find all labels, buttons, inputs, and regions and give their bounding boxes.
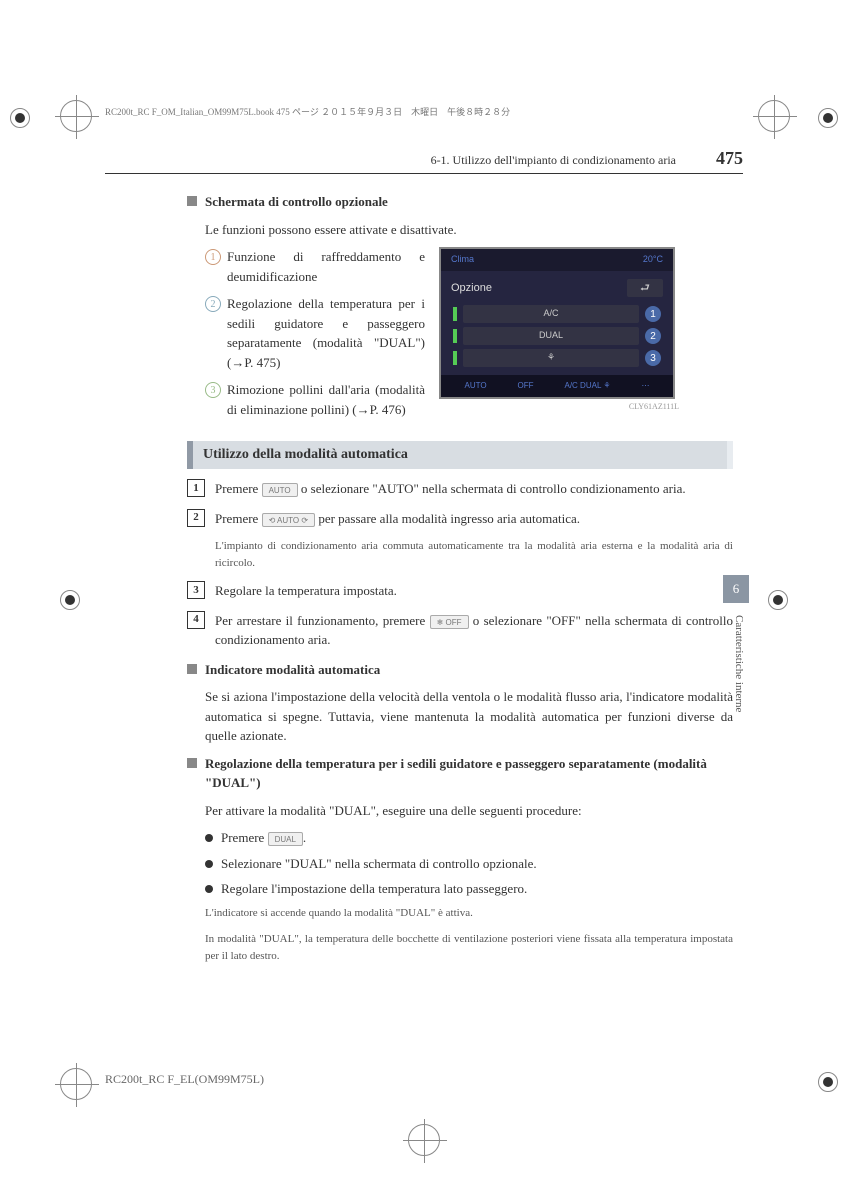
dual-intro: Per attivare la modalità "DUAL", eseguir…	[205, 801, 733, 821]
section-title: 6-1. Utilizzo dell'impianto di condizion…	[431, 153, 676, 168]
opt-item-1: Funzione di raffreddamento e deumidifica…	[227, 247, 425, 286]
callout-3-icon: 3	[645, 350, 661, 366]
crop-mark-bl	[60, 1068, 92, 1100]
indicator-light-icon	[453, 307, 457, 321]
auto-indicator-text: Se si aziona l'impostazione della veloci…	[205, 687, 733, 746]
step-2-note: L'impianto di condizionamento aria commu…	[215, 538, 733, 571]
crop-mark-tr	[818, 108, 838, 128]
callout-2-icon: 2	[645, 328, 661, 344]
step-4-box: 4	[187, 611, 205, 629]
display-screenshot: Clima 20°C Opzione ⮐ A/C 1	[439, 247, 675, 399]
callout-1-icon: 1	[645, 306, 661, 322]
crop-mark-tl-outer	[10, 108, 30, 128]
dual-note-1: L'indicatore si accende quando la modali…	[205, 905, 733, 922]
book-meta-line: RC200t_RC F_OM_Italian_OM99M75L.book 475…	[105, 105, 743, 118]
dual-button-glyph: DUAL	[268, 832, 303, 846]
crop-mark-br	[818, 1072, 838, 1092]
square-bullet-icon	[187, 664, 197, 674]
dual-heading: Regolazione della temperatura per i sedi…	[205, 754, 733, 793]
step-2-text: Premere ⟲ AUTO ⟳ per passare alla modali…	[215, 509, 733, 529]
circled-1-icon: 1	[205, 249, 221, 265]
crop-mark-tr-inner	[758, 100, 790, 132]
step-1-text: Premere AUTO o selezionare "AUTO" nella …	[215, 479, 733, 499]
opt-screen-intro: Le funzioni possono essere attivate e di…	[205, 220, 733, 240]
footer-code: RC200t_RC F_EL(OM99M75L)	[105, 1072, 264, 1087]
bullet-icon	[205, 885, 213, 893]
crop-mark-tl	[60, 100, 92, 132]
screen-caption: CLY61AZ111L	[439, 401, 679, 413]
indicator-light-icon	[453, 329, 457, 343]
crop-mark-bm	[408, 1124, 440, 1156]
step-3-text: Regolare la temperatura impostata.	[215, 581, 733, 601]
screen-bottom-auto: AUTO	[464, 380, 486, 392]
screen-top-label: Clima	[451, 253, 474, 267]
chapter-tab: 6	[723, 575, 749, 603]
bullet-icon	[205, 834, 213, 842]
auto-button-glyph: AUTO	[262, 483, 298, 497]
auto-mode-heading: Utilizzo della modalità automatica	[187, 441, 733, 469]
crop-mark-ml	[60, 590, 80, 610]
step-2-box: 2	[187, 509, 205, 527]
screen-panel-title: Opzione	[451, 280, 492, 297]
more-icon: ⋯	[641, 380, 649, 392]
bullet-icon	[205, 860, 213, 868]
step-3-box: 3	[187, 581, 205, 599]
dual-bullet-2: Selezionare "DUAL" nella schermata di co…	[221, 854, 537, 874]
circled-2-icon: 2	[205, 296, 221, 312]
step-1-box: 1	[187, 479, 205, 497]
air-intake-button-glyph: ⟲ AUTO ⟳	[262, 513, 316, 527]
auto-indicator-heading: Indicatore modalità automatica	[205, 660, 380, 680]
screen-top-temp: 20°C	[643, 253, 663, 267]
dual-bullet-3: Regolare l'impostazione della temperatur…	[221, 879, 527, 899]
chapter-side-label: Caratteristiche interne	[733, 615, 745, 712]
square-bullet-icon	[187, 758, 197, 768]
square-bullet-icon	[187, 196, 197, 206]
circled-3-icon: 3	[205, 382, 221, 398]
dual-bullet-1: Premere DUAL.	[221, 828, 306, 848]
screen-bottom-info: A/C DUAL ⚘	[565, 380, 611, 392]
page-number: 475	[716, 148, 743, 169]
off-button-glyph: ❄ OFF	[430, 615, 469, 629]
crop-mark-mr	[768, 590, 788, 610]
dual-note-2: In modalità "DUAL", la temperatura delle…	[205, 931, 733, 964]
screen-opt-pollen: ⚘	[463, 349, 639, 367]
opt-item-3: Rimozione pollini dall'aria (modalità di…	[227, 380, 425, 419]
opt-item-2: Regolazione della temperatura per i sedi…	[227, 294, 425, 372]
indicator-light-icon	[453, 351, 457, 365]
screen-bottom-off: OFF	[518, 380, 534, 392]
step-4-text: Per arrestare il funzionamento, premere …	[215, 611, 733, 650]
opt-screen-heading: Schermata di controllo opzionale	[205, 192, 388, 212]
screen-opt-dual: DUAL	[463, 327, 639, 345]
screen-opt-ac: A/C	[463, 305, 639, 323]
back-icon: ⮐	[627, 279, 663, 297]
